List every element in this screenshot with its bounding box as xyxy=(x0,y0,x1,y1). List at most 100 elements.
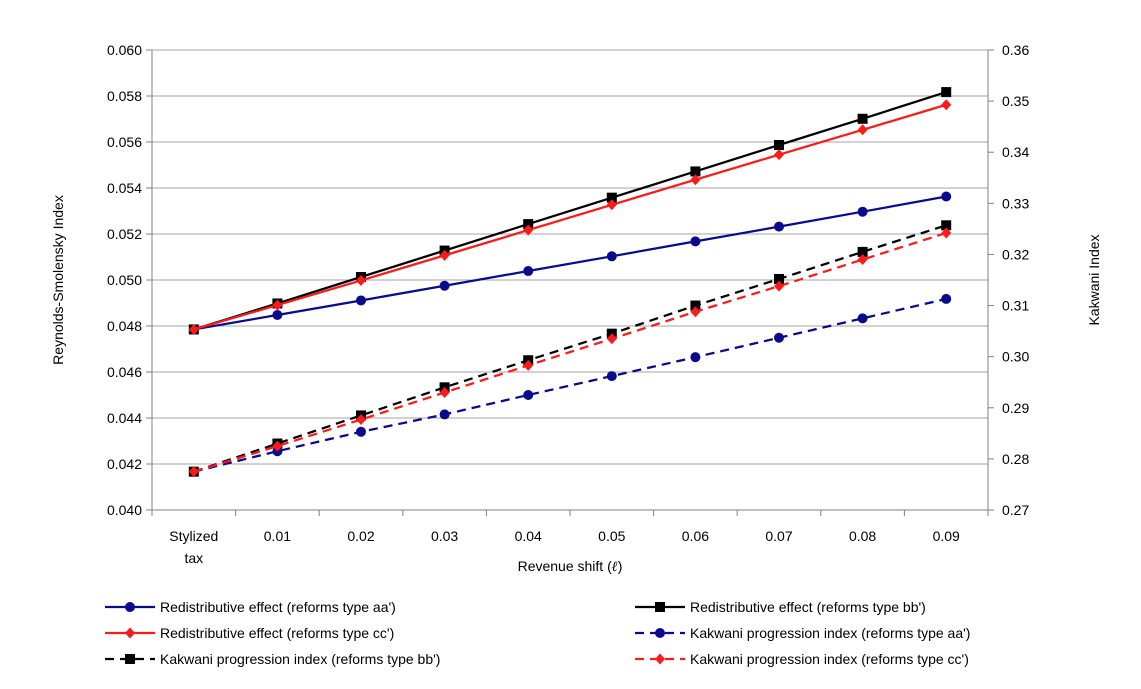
data-point xyxy=(439,280,450,291)
legend-label: Redistributive effect (reforms type bb') xyxy=(690,599,926,615)
legend-label: Kakwani progression index (reforms type … xyxy=(690,651,969,667)
y-right-tick-label: 0.35 xyxy=(1002,93,1029,109)
data-point xyxy=(272,309,283,320)
x-axis-title: Revenue shift (ℓ) xyxy=(518,558,623,575)
data-point xyxy=(690,352,701,363)
legend-label: Kakwani progression index (reforms type … xyxy=(690,625,970,641)
data-point xyxy=(690,174,701,186)
series-6 xyxy=(188,227,952,478)
y-right-tick-label: 0.29 xyxy=(1002,400,1029,416)
x-tick-label: 0.01 xyxy=(264,528,291,544)
data-point xyxy=(857,124,868,136)
y-left-tick-label: 0.060 xyxy=(107,42,142,58)
gridlines xyxy=(152,49,988,511)
data-point xyxy=(523,219,534,230)
data-point xyxy=(690,300,701,311)
legend-entry: Kakwani progression index (reforms type … xyxy=(635,625,970,641)
legend-marker xyxy=(655,602,665,612)
legend-label: Redistributive effect (reforms type aa') xyxy=(160,599,396,615)
data-point xyxy=(941,220,952,231)
legend-entry: Kakwani progression index (reforms type … xyxy=(105,651,440,667)
y-left-tick-label: 0.056 xyxy=(107,134,142,150)
data-point xyxy=(356,274,366,286)
y-left-tick-label: 0.040 xyxy=(107,502,142,518)
y-left-axis-title: Reynolds-Smolensky Index xyxy=(50,195,66,365)
data-point xyxy=(857,254,868,266)
legend-marker xyxy=(125,654,135,664)
y-right-tick-label: 0.30 xyxy=(1002,349,1029,365)
series-lines xyxy=(188,87,952,478)
x-tick-label: 0.03 xyxy=(431,528,458,544)
data-point xyxy=(439,249,450,261)
data-point xyxy=(941,99,952,111)
x-tick-label: 0.05 xyxy=(598,528,625,544)
data-point xyxy=(774,273,784,284)
data-point xyxy=(606,371,617,382)
x-axis-title-suffix: ) xyxy=(618,558,623,574)
y-left-tick-label: 0.042 xyxy=(107,456,142,472)
legend-marker xyxy=(125,627,135,639)
legend-entry: Redistributive effect (reforms type bb') xyxy=(635,599,926,615)
data-point xyxy=(523,390,534,400)
x-tick-label: 0.08 xyxy=(849,528,876,544)
y-left-tick-label: 0.044 xyxy=(107,410,142,426)
data-point xyxy=(774,139,784,150)
data-point xyxy=(774,332,784,343)
x-axis-title-prefix: Revenue shift ( xyxy=(518,558,612,574)
data-point xyxy=(356,414,366,426)
data-point xyxy=(188,323,199,335)
y-right-tick-label: 0.34 xyxy=(1002,144,1029,160)
series-line xyxy=(193,103,947,331)
legend-entry: Kakwani progression index (reforms type … xyxy=(635,651,969,667)
legend-entry: Redistributive effect (reforms type aa') xyxy=(105,599,396,615)
data-point xyxy=(941,293,952,304)
y-right-tick-label: 0.28 xyxy=(1002,451,1029,467)
data-point xyxy=(606,192,617,203)
data-point xyxy=(857,113,868,124)
y-right-tick-label: 0.27 xyxy=(1002,502,1029,518)
x-tick-label: 0.07 xyxy=(765,528,792,544)
data-point xyxy=(941,227,952,239)
y-left-tick-label: 0.046 xyxy=(107,364,142,380)
series-line xyxy=(193,231,947,473)
series-line xyxy=(193,195,947,331)
y-left-tick-label: 0.052 xyxy=(107,226,142,242)
series-5 xyxy=(188,220,952,477)
y-left-tick-label: 0.048 xyxy=(107,318,142,334)
data-point xyxy=(606,251,617,262)
data-point xyxy=(439,386,450,398)
series-1 xyxy=(188,191,952,335)
legend-label: Redistributive effect (reforms type cc') xyxy=(160,625,394,641)
y-left-tick-label: 0.054 xyxy=(107,180,142,196)
x-tick-label: tax xyxy=(184,550,203,566)
data-point xyxy=(774,149,784,161)
x-tick-label: 0.04 xyxy=(515,528,542,544)
x-tick-label: 0.02 xyxy=(347,528,374,544)
data-point xyxy=(188,466,199,478)
x-tick-label: 0.09 xyxy=(933,528,960,544)
legend-entry: Redistributive effect (reforms type cc') xyxy=(105,625,394,641)
data-point xyxy=(606,333,617,345)
series-4 xyxy=(188,293,952,477)
data-point xyxy=(857,206,868,217)
data-point xyxy=(606,199,617,211)
data-point xyxy=(774,280,784,292)
legend-marker xyxy=(655,628,665,638)
y-left-tick-label: 0.050 xyxy=(107,272,142,288)
data-point xyxy=(690,306,701,318)
data-point xyxy=(941,87,952,98)
data-point xyxy=(356,295,366,306)
data-point xyxy=(690,166,701,177)
x-tick-label: Stylized xyxy=(169,528,218,544)
data-point xyxy=(356,426,366,437)
data-point xyxy=(941,191,952,202)
data-point xyxy=(523,266,534,277)
y-right-axis-title: Kakwani Index xyxy=(1086,234,1102,325)
data-point xyxy=(857,313,868,324)
series-3 xyxy=(188,99,952,335)
data-point xyxy=(523,224,534,236)
data-point xyxy=(690,236,701,247)
legend: Redistributive effect (reforms type aa')… xyxy=(105,599,970,667)
series-line xyxy=(193,297,947,473)
